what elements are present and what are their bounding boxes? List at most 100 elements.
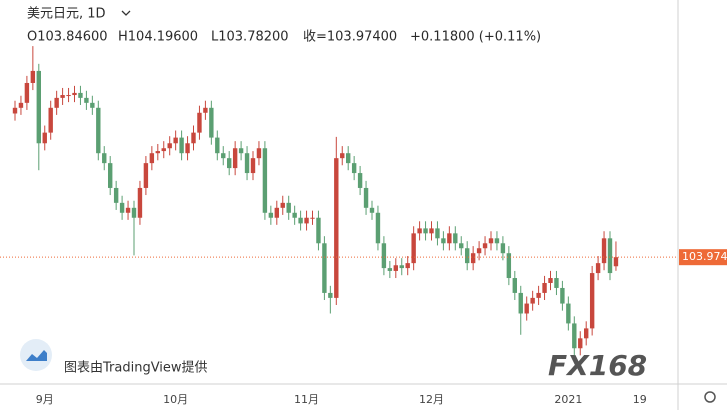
candle-body: [274, 207, 279, 218]
badge-circle: [20, 339, 52, 371]
candle-body: [54, 97, 59, 108]
candle-body: [191, 132, 196, 144]
candle-body: [536, 292, 541, 298]
candle-body: [66, 95, 71, 97]
candle-body: [542, 282, 547, 293]
candle-body: [125, 207, 131, 213]
candle-body: [215, 137, 220, 154]
candle-body: [506, 253, 512, 279]
candle-body: [48, 107, 53, 133]
candle-body: [476, 248, 482, 254]
candle-body: [304, 217, 309, 224]
last-price-box: [679, 249, 727, 266]
candle-body: [482, 243, 488, 249]
candle-body: [60, 95, 65, 98]
candle-body: [262, 148, 268, 213]
candle-body: [173, 137, 178, 144]
tradingview-badge: [20, 339, 52, 371]
candle-body: [607, 238, 613, 274]
ohlc-low: L103.78200: [211, 30, 289, 45]
candle-body: [322, 243, 327, 293]
x-tick-label: 11月: [294, 393, 319, 406]
fx168-logo: FX168: [548, 349, 647, 382]
candle-body: [256, 148, 262, 159]
candle-body: [18, 102, 24, 108]
badge-icon: [26, 350, 47, 361]
candle-body: [24, 82, 30, 103]
candle-body: [197, 112, 202, 133]
candle-body: [268, 212, 274, 218]
candle-body: [387, 268, 393, 271]
candle-body: [280, 202, 285, 208]
candle-body: [595, 263, 601, 274]
symbol-title: 美元日元, 1D: [27, 7, 106, 22]
candle-body: [578, 338, 583, 349]
candle-body: [244, 153, 250, 174]
candle-body: [238, 148, 244, 154]
candle-body: [131, 207, 137, 218]
x-tick-label: 9月: [36, 393, 54, 406]
candle-body: [518, 292, 523, 314]
candle-body: [494, 238, 500, 244]
x-tick-label: 19: [633, 393, 647, 406]
candle-body: [340, 153, 345, 159]
ohlc-change: +0.11800 (+0.11%): [410, 30, 541, 45]
candle-body: [351, 163, 357, 174]
ohlc-high: H104.19600: [118, 30, 198, 45]
candle-body: [441, 238, 446, 244]
candle-body: [500, 243, 506, 254]
candle-body: [310, 217, 315, 219]
candle-body: [179, 137, 184, 154]
candle-body: [328, 292, 333, 298]
candle-body: [429, 228, 434, 234]
candle-body: [167, 143, 172, 149]
candle-body: [209, 107, 214, 138]
candle-body: [465, 248, 470, 264]
candle-body: [399, 265, 404, 269]
candle-body: [316, 217, 321, 244]
candle-body: [488, 238, 494, 244]
candle-body: [334, 158, 339, 298]
candle-body: [405, 263, 410, 269]
candle-body: [292, 212, 297, 218]
candle-body: [90, 102, 95, 108]
last-price-label: 103.974: [682, 250, 727, 263]
x-tick-label: 2021: [554, 393, 582, 406]
candle-body: [42, 132, 47, 144]
candle-body: [155, 151, 160, 154]
ohlc-open: O103.84600: [27, 30, 108, 45]
candle-body: [221, 153, 226, 159]
candle-body: [137, 187, 143, 218]
candle-body: [286, 202, 291, 213]
candle-body: [381, 243, 387, 269]
candle-body: [232, 148, 238, 169]
dropdown-chevron[interactable]: [121, 10, 131, 16]
candle-body: [393, 265, 398, 271]
candle-body: [203, 107, 208, 113]
settings-icon[interactable]: [704, 391, 716, 403]
attribution: 图表由TradingView提供: [64, 360, 208, 376]
candle-body: [108, 163, 113, 188]
candle-body: [447, 233, 452, 244]
candle-body: [584, 328, 589, 339]
candle-body: [149, 153, 155, 164]
candle-body: [566, 303, 571, 324]
candle-body: [36, 70, 41, 144]
x-tick-label: 10月: [163, 393, 188, 406]
candle-body: [453, 233, 458, 244]
candle-body: [357, 173, 363, 188]
candle-body: [102, 153, 107, 164]
settings-gear[interactable]: [704, 391, 716, 403]
candle-body: [411, 233, 416, 264]
candle-body: [417, 228, 422, 234]
candle-body: [96, 107, 101, 154]
candle-body: [554, 278, 559, 288]
candle-body: [72, 92, 77, 96]
candle-body: [613, 257, 619, 267]
plot-area: 9月 10月 11月 12月 2021 19 103.974: [0, 46, 727, 406]
candle-body: [30, 70, 36, 83]
candle-body: [12, 107, 18, 114]
